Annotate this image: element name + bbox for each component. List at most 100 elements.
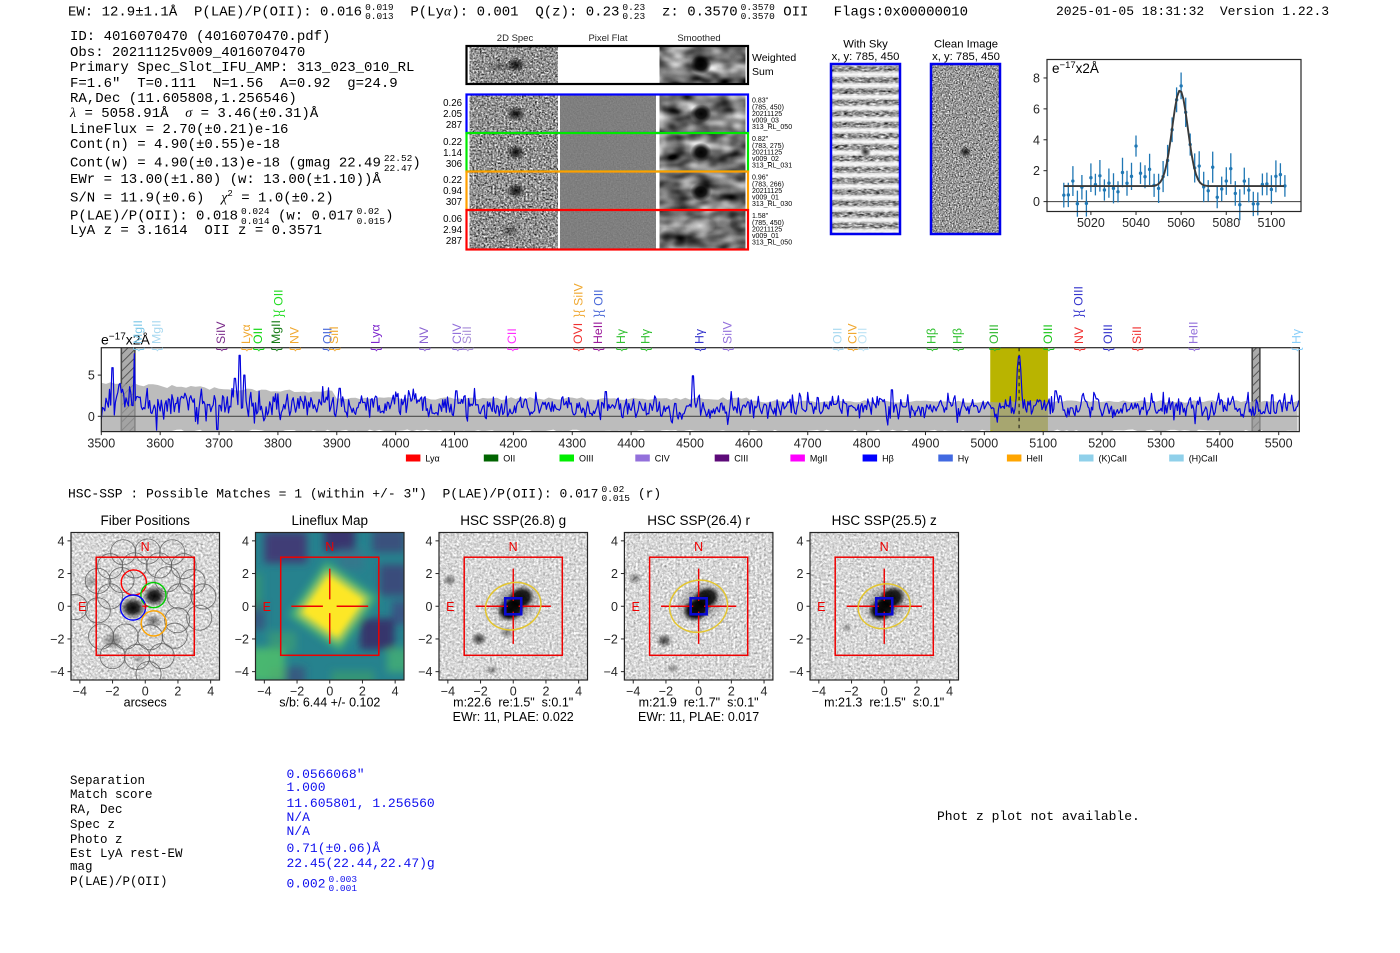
svg-text:1.14: 1.14 [443, 148, 462, 159]
svg-text:0.22: 0.22 [443, 175, 462, 186]
svg-text:4500: 4500 [676, 437, 704, 451]
svg-text:m:21.3 re:1.5" s:0.1": m:21.3 re:1.5" s:0.1" [824, 696, 944, 710]
svg-text:}{ OIII: }{ OIII [1072, 286, 1086, 317]
svg-text:4: 4 [946, 685, 953, 699]
svg-text:287: 287 [446, 236, 462, 247]
svg-text:{ MgII: { MgII [150, 320, 164, 351]
svg-text:2: 2 [58, 567, 65, 581]
svg-text:CIV: CIV [655, 454, 670, 464]
svg-text:4: 4 [392, 685, 399, 699]
svg-text:{ SiII: { SiII [1130, 326, 1144, 351]
svg-text:N: N [509, 540, 518, 554]
svg-text:{ NV: { NV [417, 326, 431, 351]
svg-text:0: 0 [510, 685, 517, 699]
svg-text:{ SiIV: { SiIV [214, 321, 228, 352]
svg-text:HSC SSP(26.4) r: HSC SSP(26.4) r [647, 513, 750, 528]
svg-text:1.58": 1.58" [752, 213, 769, 220]
svg-text:2: 2 [914, 685, 921, 699]
svg-text:v009_01: v009_01 [752, 233, 779, 240]
svg-text:Lineflux Map: Lineflux Map [292, 513, 369, 528]
svg-text:N: N [694, 540, 703, 554]
svg-text:{ HeII: { HeII [591, 321, 605, 351]
svg-text:(785, 450): (785, 450) [752, 104, 784, 111]
svg-text:5400: 5400 [1206, 437, 1234, 451]
svg-text:0.96": 0.96" [752, 175, 769, 182]
svg-text:2: 2 [174, 685, 181, 699]
svg-text:{ CIV: { CIV [450, 323, 464, 352]
svg-text:m:22.6 re:1.5" s:0.1": m:22.6 re:1.5" s:0.1" [453, 696, 573, 710]
svg-text:5500: 5500 [1265, 437, 1293, 451]
svg-text:(785, 450): (785, 450) [752, 220, 784, 227]
svg-text:−2: −2 [604, 633, 618, 647]
svg-text:4900: 4900 [912, 437, 940, 451]
svg-text:HSC SSP(26.8) g: HSC SSP(26.8) g [460, 513, 566, 528]
svg-text:4400: 4400 [617, 437, 645, 451]
svg-text:5040: 5040 [1122, 216, 1150, 230]
svg-text:HeII: HeII [1026, 454, 1043, 464]
svg-text:4700: 4700 [794, 437, 822, 451]
svg-text:2: 2 [728, 685, 735, 699]
svg-text:−4: −4 [441, 685, 455, 699]
svg-text:E: E [446, 600, 454, 614]
svg-text:{ OII: { OII [831, 328, 845, 352]
svg-text:3700: 3700 [205, 437, 233, 451]
svg-text:0: 0 [797, 600, 804, 614]
svg-text:0: 0 [1033, 195, 1040, 209]
svg-text:}{ OII: }{ OII [592, 289, 606, 317]
svg-text:8: 8 [1033, 72, 1040, 86]
svg-text:−4: −4 [626, 685, 640, 699]
svg-text:{ Hβ: { Hβ [924, 328, 938, 351]
svg-text:{ OVI: { OVI [571, 323, 585, 352]
svg-text:Hβ: Hβ [882, 454, 894, 464]
svg-text:{ SiII: { SiII [460, 326, 474, 351]
svg-text:HSC SSP(25.5) z: HSC SSP(25.5) z [832, 513, 937, 528]
svg-text:5100: 5100 [1029, 437, 1057, 451]
svg-text:287: 287 [446, 120, 462, 131]
svg-text:{ OIII: { OIII [1101, 324, 1115, 351]
svg-text:2D Spec: 2D Spec [497, 33, 534, 44]
svg-text:{ MgII: { MgII [131, 320, 145, 351]
svg-text:0: 0 [881, 685, 888, 699]
svg-text:20211125: 20211125 [752, 226, 782, 233]
svg-text:−2: −2 [418, 633, 432, 647]
svg-text:0: 0 [88, 410, 95, 424]
svg-text:−2: −2 [105, 685, 119, 699]
svg-text:{ OII: { OII [855, 328, 869, 352]
svg-text:Lyα: Lyα [425, 454, 439, 464]
svg-text:−2: −2 [50, 633, 64, 647]
svg-text:s/b: 6.44 +/- 0.102: s/b: 6.44 +/- 0.102 [279, 696, 380, 710]
svg-text:313_RL_050: 313_RL_050 [752, 124, 792, 131]
svg-text:Hγ: Hγ [958, 454, 969, 464]
svg-text:−2: −2 [844, 685, 858, 699]
svg-text:−2: −2 [473, 685, 487, 699]
svg-text:0: 0 [142, 685, 149, 699]
svg-text:EWr: 11, PLAE: 0.022: EWr: 11, PLAE: 0.022 [453, 710, 574, 724]
svg-text:4: 4 [1033, 133, 1040, 147]
svg-text:313_RL_030: 313_RL_030 [752, 201, 792, 208]
svg-text:E: E [263, 600, 271, 614]
svg-text:−4: −4 [812, 685, 826, 699]
svg-text:−2: −2 [290, 685, 304, 699]
svg-text:306: 306 [446, 159, 462, 170]
svg-text:0.26: 0.26 [443, 98, 462, 109]
svg-text:0: 0 [426, 600, 433, 614]
svg-text:5: 5 [88, 369, 95, 383]
svg-text:MgII: MgII [810, 454, 828, 464]
svg-text:x, y: 785, 450: x, y: 785, 450 [832, 51, 900, 63]
svg-text:Weighted: Weighted [752, 52, 796, 64]
svg-text:With Sky: With Sky [843, 39, 888, 51]
svg-text:{ NV: { NV [287, 326, 301, 351]
svg-text:3800: 3800 [264, 437, 292, 451]
svg-text:3900: 3900 [323, 437, 351, 451]
svg-text:(H)CaII: (H)CaII [1189, 454, 1218, 464]
svg-text:arcsecs: arcsecs [124, 696, 167, 710]
svg-text:−4: −4 [73, 685, 87, 699]
svg-text:313_RL_031: 313_RL_031 [752, 163, 792, 170]
svg-text:0.83": 0.83" [752, 98, 769, 105]
svg-text:Clean Image: Clean Image [934, 39, 998, 51]
svg-text:4: 4 [242, 534, 249, 548]
svg-text:0: 0 [58, 600, 65, 614]
svg-text:2: 2 [543, 685, 550, 699]
svg-text:307: 307 [446, 197, 462, 208]
svg-text:EWr: 11, PLAE: 0.017: EWr: 11, PLAE: 0.017 [638, 710, 759, 724]
